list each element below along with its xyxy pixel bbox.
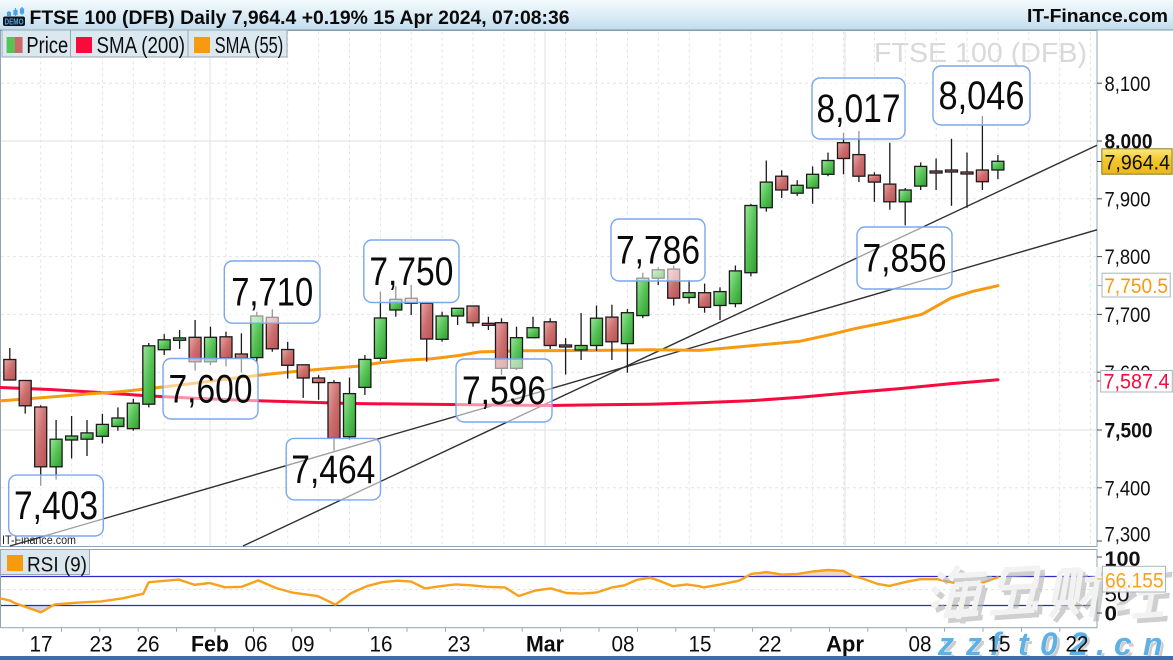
svg-text:DEMO: DEMO [5,16,24,26]
svg-text:Apr: Apr [826,632,864,657]
svg-text:7,587.4: 7,587.4 [1104,370,1170,394]
svg-text:7,750.5: 7,750.5 [1104,274,1168,298]
svg-text:15: 15 [689,632,712,657]
svg-text:FTSE 100 (DFB): FTSE 100 (DFB) [874,37,1087,68]
svg-text:22: 22 [1066,632,1089,657]
svg-text:7,400: 7,400 [1105,476,1151,500]
svg-text:15: 15 [988,632,1011,657]
svg-text:23: 23 [90,632,113,657]
svg-text:17: 17 [30,632,53,657]
svg-text:7,856: 7,856 [863,237,947,281]
svg-text:08: 08 [612,632,635,657]
svg-text:7,700: 7,700 [1105,303,1151,327]
svg-text:IT-Finance.com: IT-Finance.com [2,535,76,547]
svg-text:7,750: 7,750 [369,250,453,294]
svg-text:7,500: 7,500 [1105,419,1153,443]
svg-text:7,403: 7,403 [14,484,98,528]
svg-text:7,464: 7,464 [291,448,375,492]
svg-text:16: 16 [370,632,393,657]
svg-text:08: 08 [909,632,932,657]
svg-text:06: 06 [245,632,268,657]
svg-text:8,100: 8,100 [1105,72,1151,96]
svg-text:zzft02.cn: zzft02.cn [940,629,1166,660]
svg-text:7,596: 7,596 [462,369,546,413]
svg-text:Feb: Feb [191,632,229,657]
svg-text:7,964.4: 7,964.4 [1105,150,1171,174]
svg-text:8,046: 8,046 [939,74,1025,118]
svg-text:zzft02.cn: zzft02.cn [937,626,1163,660]
svg-text:7,800: 7,800 [1105,245,1151,269]
svg-text:SMA (200): SMA (200) [97,32,186,58]
svg-text:7,600: 7,600 [169,367,253,411]
svg-text:Mar: Mar [526,632,564,657]
svg-text:7,900: 7,900 [1105,187,1151,211]
svg-text:IT-Finance.com: IT-Finance.com [1027,6,1168,26]
svg-text:23: 23 [448,632,471,657]
svg-text:Price: Price [26,32,68,58]
svg-text:7,786: 7,786 [616,229,700,273]
svg-text:8,017: 8,017 [817,87,901,131]
svg-text:26: 26 [137,632,160,657]
svg-text:09: 09 [292,632,315,657]
svg-text:SMA (55): SMA (55) [215,32,284,58]
svg-text:FTSE 100 (DFB) Daily 7,964.4 +: FTSE 100 (DFB) Daily 7,964.4 +0.19% 15 A… [30,7,570,29]
svg-text:7,300: 7,300 [1105,523,1151,547]
svg-text:0: 0 [1105,602,1118,626]
svg-text:RSI (9): RSI (9) [27,554,87,577]
svg-text:22: 22 [759,632,782,657]
svg-text:66.155: 66.155 [1105,568,1164,592]
svg-text:7,710: 7,710 [231,271,313,315]
